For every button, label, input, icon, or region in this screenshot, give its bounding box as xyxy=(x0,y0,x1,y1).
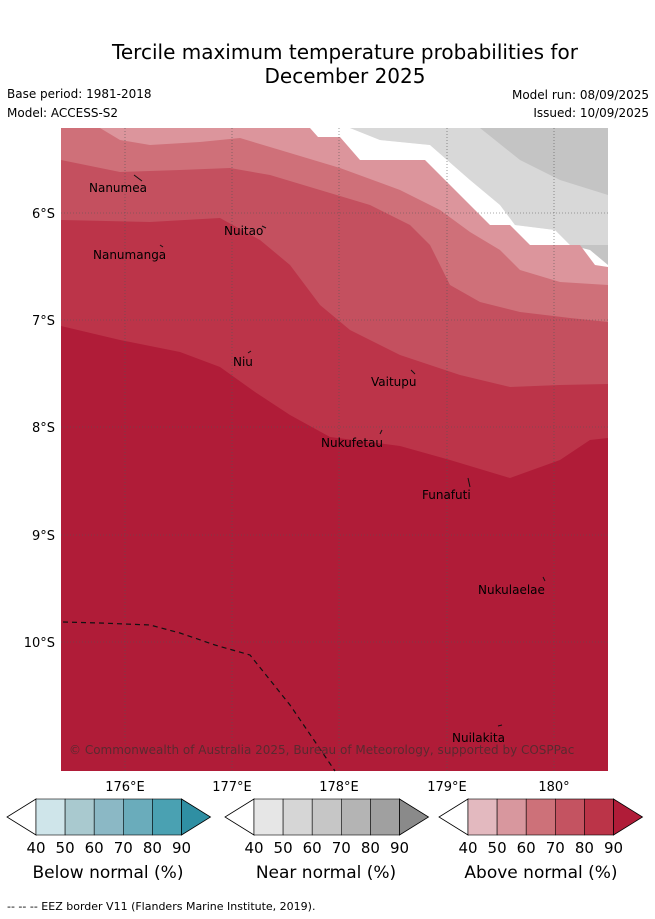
near-normal-60-region xyxy=(350,128,608,245)
colorbar-low-extension xyxy=(6,798,37,836)
colorbar-cell xyxy=(282,798,313,836)
graticule xyxy=(61,128,608,771)
colorbar-cell xyxy=(152,798,182,836)
place-label: Nukufetau xyxy=(321,436,383,450)
colorbar-legends: 40 50 60 70 80 90 40 50 60 70 80 90 40 50 60 70 80 90 xyxy=(6,798,644,857)
above-normal-colorbar: 40 50 60 70 80 90 xyxy=(438,798,644,857)
probability-bands xyxy=(61,128,608,771)
place-label: Nanumanga xyxy=(93,248,166,262)
colorbar-tick-label: 80 xyxy=(575,839,594,857)
lon-tick-label: 178°E xyxy=(319,780,359,795)
colorbar-tick-label: 40 xyxy=(26,839,45,857)
colorbar-cell xyxy=(253,798,284,836)
colorbar-cell xyxy=(123,798,153,836)
colorbar-tick-label: 80 xyxy=(143,839,162,857)
lat-tick-label: 9°S xyxy=(32,529,55,544)
colorbar-tick-label: 70 xyxy=(332,839,351,857)
chart-title: Tercile maximum temperature probabilitie… xyxy=(0,40,655,88)
near-normal-colorbar: 40 50 60 70 80 90 xyxy=(224,798,430,857)
below-normal-title: Below normal (%) xyxy=(32,863,184,883)
colorbar-cell xyxy=(340,798,371,836)
colorbar-cell xyxy=(554,798,585,836)
above-normal-90-region xyxy=(61,326,608,771)
probability-map: Nanumea Nuitao Nanumanga Niu Vaitupu Nuk… xyxy=(24,128,608,795)
colorbar-tick-label: 50 xyxy=(488,839,507,857)
place-label: Nuilakita xyxy=(452,731,505,745)
colorbar-cell xyxy=(64,798,95,836)
colorbar-tick-label: 70 xyxy=(546,839,565,857)
colorbar-cell xyxy=(525,798,556,836)
island-markers xyxy=(133,174,546,727)
colorbar-high-extension xyxy=(181,798,212,836)
model-run: Model run: 08/09/2025 xyxy=(511,88,649,102)
colorbar-tick-label: 50 xyxy=(274,839,293,857)
colorbar-tick-label: 40 xyxy=(244,839,263,857)
title-line-1: Tercile maximum temperature probabilitie… xyxy=(112,40,578,64)
base-period: Base period: 1981-2018 xyxy=(7,87,152,101)
colorbar-high-extension xyxy=(613,798,644,836)
lon-tick-label: 176°E xyxy=(105,780,145,795)
copyright-notice: © Commonwealth of Australia 2025, Bureau… xyxy=(69,743,574,757)
below-normal-colorbar: 40 50 60 70 80 90 xyxy=(6,798,212,857)
colorbar-tick-label: 90 xyxy=(172,839,191,857)
colorbar-cell xyxy=(467,798,498,836)
colorbar-tick-label: 60 xyxy=(303,839,322,857)
place-label: Nanumea xyxy=(89,181,147,195)
place-label: Funafuti xyxy=(422,488,471,502)
colorbar-tick-label: 60 xyxy=(85,839,104,857)
colorbar-tick-label: 40 xyxy=(458,839,477,857)
lon-tick-label: 177°E xyxy=(212,780,252,795)
colorbar-tick-label: 70 xyxy=(114,839,133,857)
near-normal-title: Near normal (%) xyxy=(255,863,397,883)
place-label: Nukulaelae xyxy=(478,583,545,597)
issued-date: Issued: 10/09/2025 xyxy=(533,106,649,120)
place-label: Nuitao xyxy=(224,224,263,238)
title-line-2: December 2025 xyxy=(264,64,426,88)
model-name: Model: ACCESS-S2 xyxy=(7,106,119,120)
colorbar-cell xyxy=(496,798,527,836)
colorbar-low-extension xyxy=(438,798,469,836)
colorbar-low-extension xyxy=(224,798,255,836)
eez-footnote: -- -- -- EEZ border V11 (Flanders Marine… xyxy=(7,900,316,913)
colorbar-high-extension xyxy=(399,798,430,836)
colorbar-tick-label: 90 xyxy=(390,839,409,857)
place-label: Niu xyxy=(233,355,253,369)
colorbar-cell xyxy=(311,798,342,836)
above-normal-title: Above normal (%) xyxy=(464,863,618,883)
colorbar-tick-label: 60 xyxy=(517,839,536,857)
eez-border-line xyxy=(62,621,336,772)
colorbar-cell xyxy=(93,798,124,836)
lon-tick-label: 180° xyxy=(538,780,569,795)
colorbar-cell xyxy=(584,798,614,836)
lat-tick-label: 10°S xyxy=(24,636,55,651)
lat-tick-label: 6°S xyxy=(32,207,55,222)
lat-tick-label: 8°S xyxy=(32,421,55,436)
colorbar-tick-label: 90 xyxy=(604,839,623,857)
colorbar-tick-label: 80 xyxy=(361,839,380,857)
colorbar-cell xyxy=(35,798,66,836)
colorbar-tick-label: 50 xyxy=(56,839,75,857)
place-label: Vaitupu xyxy=(371,375,417,389)
lon-tick-label: 179°E xyxy=(427,780,467,795)
colorbar-cell xyxy=(370,798,400,836)
lat-tick-label: 7°S xyxy=(32,314,55,329)
